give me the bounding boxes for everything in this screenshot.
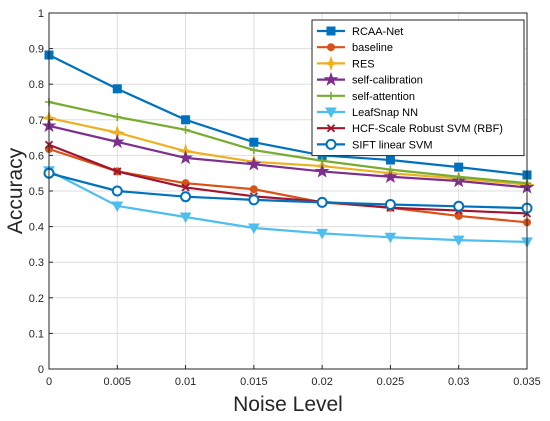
legend-label: baseline bbox=[352, 42, 393, 54]
y-tick-label: 0.8 bbox=[29, 79, 44, 91]
x-tick-label: 0.01 bbox=[175, 376, 196, 388]
series-sift-linear-svm bbox=[43, 167, 533, 214]
series-line-rcaa-net bbox=[48, 54, 528, 177]
data-point-hcf-scale-robust-svm-rbf bbox=[113, 167, 122, 176]
data-point-rcaa-net bbox=[454, 162, 464, 172]
x-tick-label: 0.005 bbox=[104, 376, 132, 388]
data-point-leafsnap-nn bbox=[384, 232, 397, 244]
data-point-sift-linear-svm bbox=[111, 185, 123, 197]
data-point-self-calibration bbox=[383, 169, 398, 184]
x-tick-label: 0.035 bbox=[513, 376, 541, 388]
legend-item-self-attention: self-attention bbox=[317, 91, 415, 103]
data-point-leafsnap-nn bbox=[316, 228, 328, 240]
series-line-res bbox=[48, 116, 528, 186]
y-axis-title: Accuracy bbox=[4, 147, 27, 234]
data-point-sift-linear-svm bbox=[180, 191, 192, 203]
data-point-self-attention bbox=[181, 125, 190, 134]
data-point-self-attention bbox=[249, 146, 258, 155]
data-point-self-calibration bbox=[178, 150, 193, 165]
legend-box bbox=[311, 19, 525, 157]
data-point-baseline bbox=[454, 211, 463, 220]
data-point-leafsnap-nn bbox=[248, 223, 260, 235]
legend-item-baseline: baseline bbox=[317, 42, 393, 54]
data-point-leafsnap-nn bbox=[179, 212, 192, 224]
x-tick-label: 0.025 bbox=[377, 376, 405, 388]
data-point-sift-linear-svm bbox=[248, 194, 260, 206]
series-line-self-calibration bbox=[48, 124, 528, 189]
data-point-rcaa-net bbox=[112, 84, 122, 94]
y-tick-label: 0.2 bbox=[29, 293, 44, 305]
series-line-leafsnap-nn bbox=[48, 169, 528, 244]
legend-label: self-attention bbox=[352, 91, 415, 103]
data-point-self-calibration bbox=[314, 163, 330, 178]
x-axis-title: Noise Level bbox=[233, 393, 343, 416]
legend-item-hcf-scale-robust-svm-rbf: HCF-Scale Robust SVM (RBF) bbox=[317, 123, 503, 135]
y-tick-label: 0.6 bbox=[29, 150, 44, 162]
y-tick-label: 1 bbox=[38, 8, 44, 20]
legend-marker bbox=[325, 107, 337, 119]
legend-marker bbox=[326, 124, 336, 133]
legend-label: HCF-Scale Robust SVM (RBF) bbox=[352, 123, 503, 135]
data-point-leafsnap-nn bbox=[452, 235, 465, 247]
y-tick-label: 0.1 bbox=[29, 328, 44, 340]
legend-marker bbox=[323, 55, 339, 72]
data-point-self-calibration bbox=[246, 156, 262, 171]
data-point-sift-linear-svm bbox=[453, 200, 465, 212]
data-point-hcf-scale-robust-svm-rbf bbox=[181, 183, 190, 192]
legend-label: self-calibration bbox=[352, 75, 423, 87]
data-point-leafsnap-nn bbox=[111, 201, 124, 212]
series-line-hcf-scale-robust-svm-rbf bbox=[48, 143, 528, 215]
legend-item-self-calibration: self-calibration bbox=[317, 71, 423, 87]
legend-marker bbox=[323, 71, 339, 86]
x-tick-label: 0 bbox=[46, 376, 52, 388]
y-tick-label: 0.7 bbox=[29, 115, 44, 127]
legend-item-rcaa-net: RCAA-Net bbox=[317, 26, 403, 38]
legend-marker bbox=[327, 43, 335, 52]
y-tick-label: 0.4 bbox=[29, 222, 44, 234]
x-tick-label: 0.02 bbox=[311, 376, 332, 388]
data-point-self-calibration bbox=[109, 134, 125, 149]
legend-marker bbox=[327, 91, 335, 100]
data-point-self-attention bbox=[113, 112, 122, 121]
data-point-self-attention bbox=[318, 156, 327, 165]
data-point-sift-linear-svm bbox=[384, 199, 396, 211]
legend-label: RCAA-Net bbox=[352, 26, 403, 38]
x-tick-label: 0.015 bbox=[240, 376, 268, 388]
legend-marker bbox=[325, 138, 337, 150]
data-point-self-attention bbox=[386, 165, 395, 174]
legend-marker bbox=[326, 26, 336, 36]
data-point-self-attention bbox=[454, 172, 463, 181]
legend-item-sift-linear-svm: SIFT linear SVM bbox=[317, 138, 433, 151]
axis-ticks: 0 0.005 0.01 0.015 0.02 0.025 0.03 0.035 0 0.1 0.2… bbox=[29, 8, 541, 388]
y-tick-label: 0 bbox=[38, 364, 44, 376]
y-tick-label: 0.9 bbox=[29, 44, 44, 56]
y-tick-label: 0.5 bbox=[29, 186, 44, 198]
series-line-sift-linear-svm bbox=[48, 172, 528, 210]
series-line-self-attention bbox=[48, 100, 528, 185]
data-point-rcaa-net bbox=[249, 137, 259, 147]
data-point-sift-linear-svm bbox=[316, 196, 328, 208]
data-point-rcaa-net bbox=[385, 155, 395, 165]
legend-item-res: RES bbox=[317, 55, 375, 72]
x-tick-label: 0.03 bbox=[448, 376, 469, 388]
legend: RCAA-Net baseline RES self-calibration self-… bbox=[311, 19, 525, 157]
y-tick-label: 0.3 bbox=[29, 257, 44, 269]
legend-label: SIFT linear SVM bbox=[352, 139, 433, 151]
legend-label: RES bbox=[352, 58, 375, 70]
data-point-baseline bbox=[249, 185, 258, 194]
data-point-rcaa-net bbox=[181, 115, 191, 125]
legend-item-leafsnap-nn: LeafSnap NN bbox=[317, 107, 418, 119]
legend-label: LeafSnap NN bbox=[352, 107, 418, 119]
